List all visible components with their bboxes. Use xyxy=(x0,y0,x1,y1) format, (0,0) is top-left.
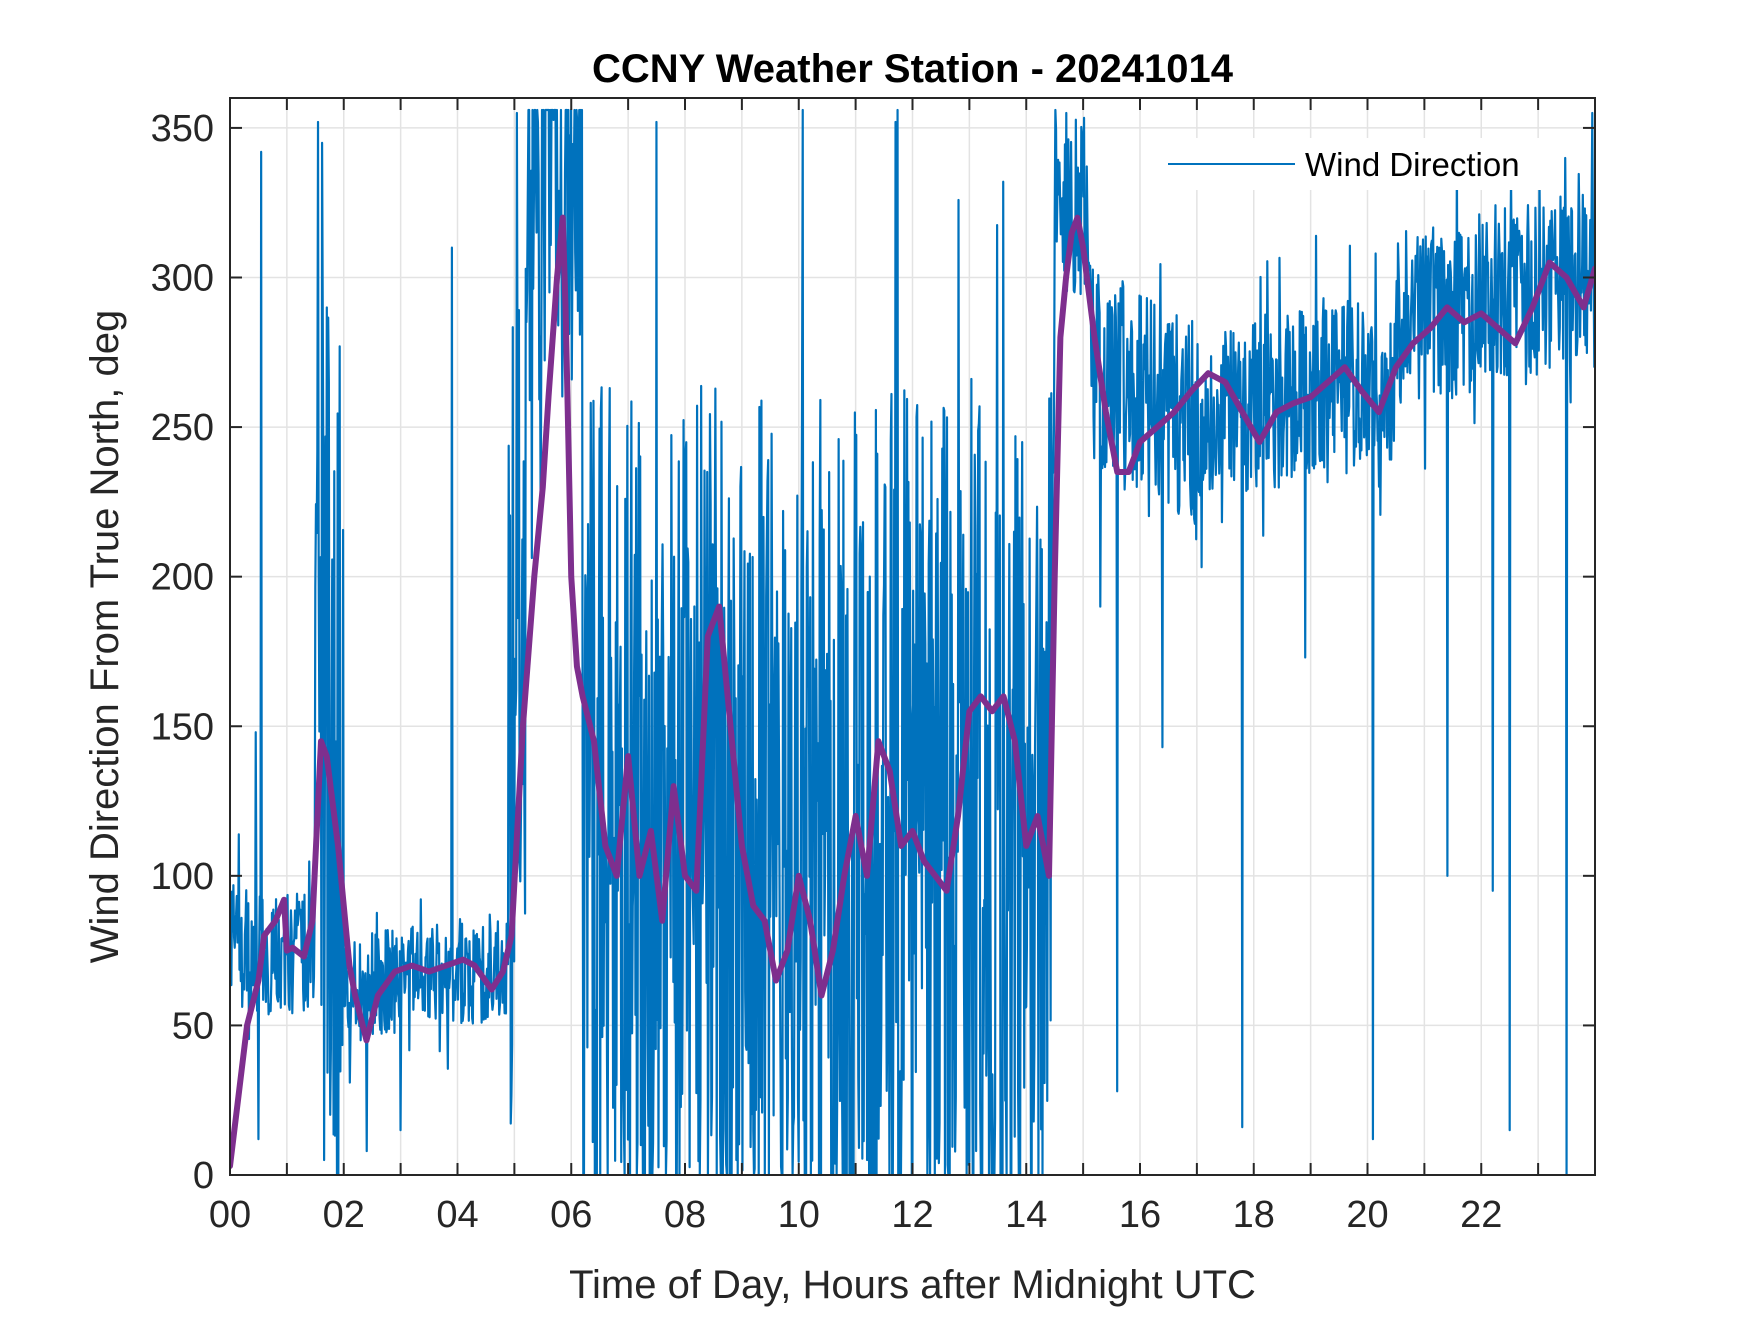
x-tick-label: 04 xyxy=(436,1194,478,1236)
tick-labels: 00 02 04 06 08 10 12 14 16 18 20 22 0 50 100 150 200 250 3… xyxy=(151,108,1503,1236)
x-axis-label: Time of Day, Hours after Midnight UTC xyxy=(569,1263,1256,1307)
y-tick-label: 0 xyxy=(193,1155,214,1197)
chart-title: CCNY Weather Station - 20241014 xyxy=(592,47,1234,91)
legend-entry-wind-direction: Wind Direction xyxy=(1305,146,1520,183)
x-tick-label: 20 xyxy=(1346,1194,1388,1236)
x-tick-label: 14 xyxy=(1005,1194,1047,1236)
x-tick-label: 06 xyxy=(550,1194,592,1236)
x-tick-label: 12 xyxy=(891,1194,933,1236)
x-tick-label: 18 xyxy=(1233,1194,1275,1236)
data-layer xyxy=(230,108,1595,1175)
x-tick-label: 02 xyxy=(323,1194,365,1236)
y-tick-label: 50 xyxy=(172,1005,214,1047)
legend: Wind Direction xyxy=(1155,138,1555,190)
smoothed-wind-direction-line xyxy=(230,214,1595,1170)
axes xyxy=(229,97,1596,1176)
x-tick-label: 00 xyxy=(209,1194,251,1236)
y-tick-label: 200 xyxy=(151,557,214,599)
x-tick-label: 10 xyxy=(778,1194,820,1236)
y-tick-label: 100 xyxy=(151,856,214,898)
x-tick-label: 08 xyxy=(664,1194,706,1236)
x-tick-label: 16 xyxy=(1119,1194,1161,1236)
y-tick-label: 250 xyxy=(151,407,214,449)
y-tick-label: 350 xyxy=(151,108,214,150)
x-tick-label: 22 xyxy=(1460,1194,1502,1236)
y-tick-label: 150 xyxy=(151,706,214,748)
y-tick-label: 300 xyxy=(151,258,214,300)
y-axis-label: Wind Direction From True North, deg xyxy=(83,310,127,964)
